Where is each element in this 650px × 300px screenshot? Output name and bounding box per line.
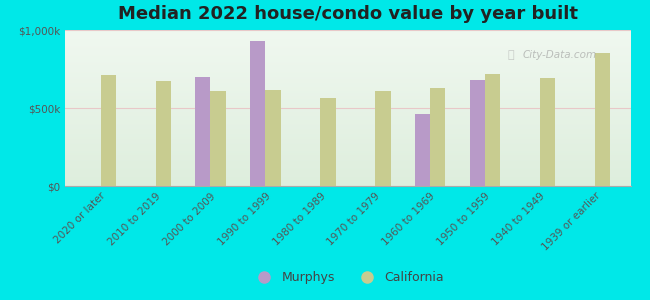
Text: Ⓢ: Ⓢ <box>508 50 515 60</box>
Bar <box>101 75 116 186</box>
Legend: Murphys, California: Murphys, California <box>247 266 448 289</box>
Title: Median 2022 house/condo value by year built: Median 2022 house/condo value by year bu… <box>118 5 578 23</box>
Bar <box>265 90 281 186</box>
Bar <box>430 88 445 186</box>
Bar <box>540 78 555 186</box>
Bar <box>250 41 265 186</box>
Bar <box>375 91 391 186</box>
Bar <box>470 80 485 186</box>
Bar <box>211 91 226 186</box>
Bar <box>320 98 335 186</box>
Bar <box>485 74 500 186</box>
Bar <box>595 53 610 186</box>
Bar <box>195 77 211 186</box>
Bar <box>415 114 430 186</box>
Bar <box>155 82 171 186</box>
Text: City-Data.com: City-Data.com <box>523 50 597 60</box>
